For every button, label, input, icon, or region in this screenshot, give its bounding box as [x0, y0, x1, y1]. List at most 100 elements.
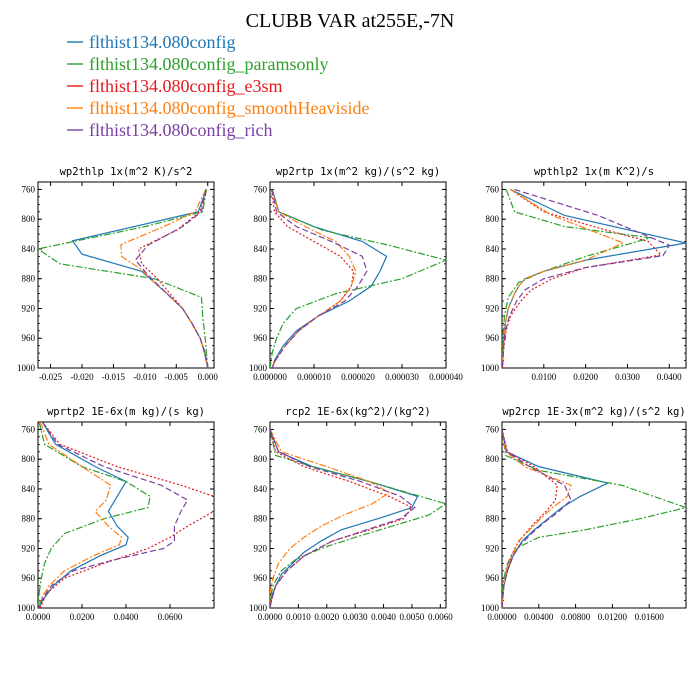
y-tick-label: 840: [22, 484, 36, 494]
y-tick-label: 1000: [17, 603, 36, 613]
panel-title: wpthlp2 1x(m K^2)/s: [534, 166, 654, 178]
series-line-5: [38, 422, 189, 608]
series-line-2: [270, 189, 446, 368]
panel-4: wprtp2 1E-6x(m kg)/(s kg) 760 800 840 880 920…: [17, 406, 215, 622]
series-line-3: [39, 422, 214, 608]
x-tick-label: 0.0200: [70, 612, 95, 622]
series-line-1: [270, 429, 419, 608]
x-tick-label: 0.0000: [26, 612, 51, 622]
panel-title: wp2thlp 1x(m^2 K)/s^2: [60, 166, 193, 178]
x-tick-label: 0.0400: [657, 372, 682, 382]
panel-6: wp2rcp 1E-3x(m^2 kg)/(s^2 kg)760 800 840 88…: [481, 406, 687, 622]
y-tick-label: 840: [254, 484, 268, 494]
y-tick-label: 920: [254, 543, 268, 553]
series-group: [502, 188, 686, 368]
panel-title: wp2rtp 1x(m^2 kg)/(s^2 kg): [276, 166, 440, 178]
y-tick-label: 760: [22, 184, 36, 194]
x-tick-label: 0.000000: [253, 372, 287, 382]
x-tick-label: 0.00400: [524, 612, 554, 622]
x-tick-label: 0.000030: [385, 372, 419, 382]
y-tick-label: 960: [254, 333, 268, 343]
y-tick-label: 800: [486, 454, 500, 464]
x-tick-label: 0.0000: [258, 612, 283, 622]
series-group: [270, 429, 446, 608]
series-line-4: [502, 429, 572, 608]
y-tick-label: 840: [486, 484, 500, 494]
legend-label: flthist134.080config: [89, 32, 236, 52]
panel-title: rcp2 1E-6x(kg^2)/(kg^2): [285, 406, 430, 418]
y-tick-label: 960: [254, 573, 268, 583]
x-tick-label: 0.0030: [343, 612, 368, 622]
x-tick-label: -0.010: [133, 372, 157, 382]
series-line-2: [38, 422, 151, 608]
y-tick-label: 840: [254, 244, 268, 254]
series-line-1: [502, 429, 610, 608]
series-line-3: [270, 429, 413, 608]
x-tick-label: 0.00800: [561, 612, 591, 622]
y-tick-label: 920: [486, 543, 500, 553]
x-tick-label: 0.000020: [341, 372, 375, 382]
y-tick-label: 880: [254, 274, 268, 284]
x-tick-label: 0.0300: [615, 372, 640, 382]
y-tick-label: 760: [486, 424, 500, 434]
plot-frame: [37, 181, 215, 369]
panel-2: wp2rtp 1x(m^2 kg)/(s^2 kg) 760 800 840 880 92…: [249, 166, 463, 382]
y-tick-label: 800: [254, 454, 268, 464]
series-group: [502, 429, 686, 608]
x-tick-label: 0.01200: [598, 612, 628, 622]
series-line-2: [38, 189, 209, 368]
figure-title: CLUBB VAR at255E,-7N: [246, 10, 455, 32]
x-tick-label: 0.0400: [114, 612, 139, 622]
y-tick-label: 880: [486, 274, 500, 284]
series-line-1: [38, 422, 129, 608]
x-tick-label: 0.0040: [371, 612, 396, 622]
plot-frame: [501, 181, 687, 369]
y-tick-label: 760: [254, 424, 268, 434]
series-line-4: [120, 189, 209, 368]
y-tick-label: 760: [486, 184, 500, 194]
y-tick-label: 920: [22, 303, 36, 313]
series-line-4: [270, 189, 357, 368]
y-tick-label: 1000: [481, 603, 500, 613]
x-tick-label: 0.0100: [531, 372, 556, 382]
x-tick-label: -0.020: [70, 372, 94, 382]
plot-frame: [269, 181, 447, 369]
panel-title: wprtp2 1E-6x(m kg)/(s kg): [47, 406, 205, 418]
panels: wp2thlp 1x(m^2 K)/s^2 760 800 840 880 920 960 1…: [17, 166, 687, 622]
y-tick-label: 920: [254, 303, 268, 313]
series-line-2: [502, 429, 686, 608]
series-line-5: [502, 429, 572, 608]
y-tick-label: 840: [22, 244, 36, 254]
y-tick-label: 880: [254, 514, 268, 524]
y-tick-label: 800: [486, 214, 500, 224]
y-tick-label: 1000: [17, 363, 36, 373]
x-tick-label: 0.0010: [286, 612, 311, 622]
x-tick-label: -0.025: [39, 372, 63, 382]
legend: flthist134.080configflthist134.080config…: [67, 32, 369, 140]
series-line-3: [137, 189, 209, 368]
plot-frame: [269, 421, 447, 609]
series-line-5: [271, 189, 368, 368]
legend-label: flthist134.080config_rich: [89, 120, 272, 140]
y-tick-label: 1000: [481, 363, 500, 373]
series-line-4: [502, 188, 625, 368]
panel-1: wp2thlp 1x(m^2 K)/s^2 760 800 840 880 920 960 1…: [17, 166, 218, 382]
panel-title: wp2rcp 1E-3x(m^2 kg)/(s^2 kg): [502, 406, 685, 418]
x-tick-label: 0.000: [198, 372, 219, 382]
y-tick-label: 880: [22, 514, 36, 524]
x-tick-label: -0.015: [102, 372, 126, 382]
legend-label: flthist134.080config_paramsonly: [89, 54, 328, 74]
x-tick-label: 0.01600: [635, 612, 665, 622]
y-tick-label: 960: [486, 333, 500, 343]
series-line-4: [270, 429, 391, 608]
series-line-3: [270, 189, 355, 368]
y-tick-label: 880: [486, 514, 500, 524]
series-line-5: [502, 188, 671, 368]
y-tick-label: 1000: [249, 363, 268, 373]
y-tick-label: 800: [22, 214, 36, 224]
x-tick-label: -0.005: [165, 372, 189, 382]
series-line-1: [71, 189, 209, 368]
y-tick-label: 760: [22, 424, 36, 434]
x-tick-label: 0.0600: [158, 612, 183, 622]
